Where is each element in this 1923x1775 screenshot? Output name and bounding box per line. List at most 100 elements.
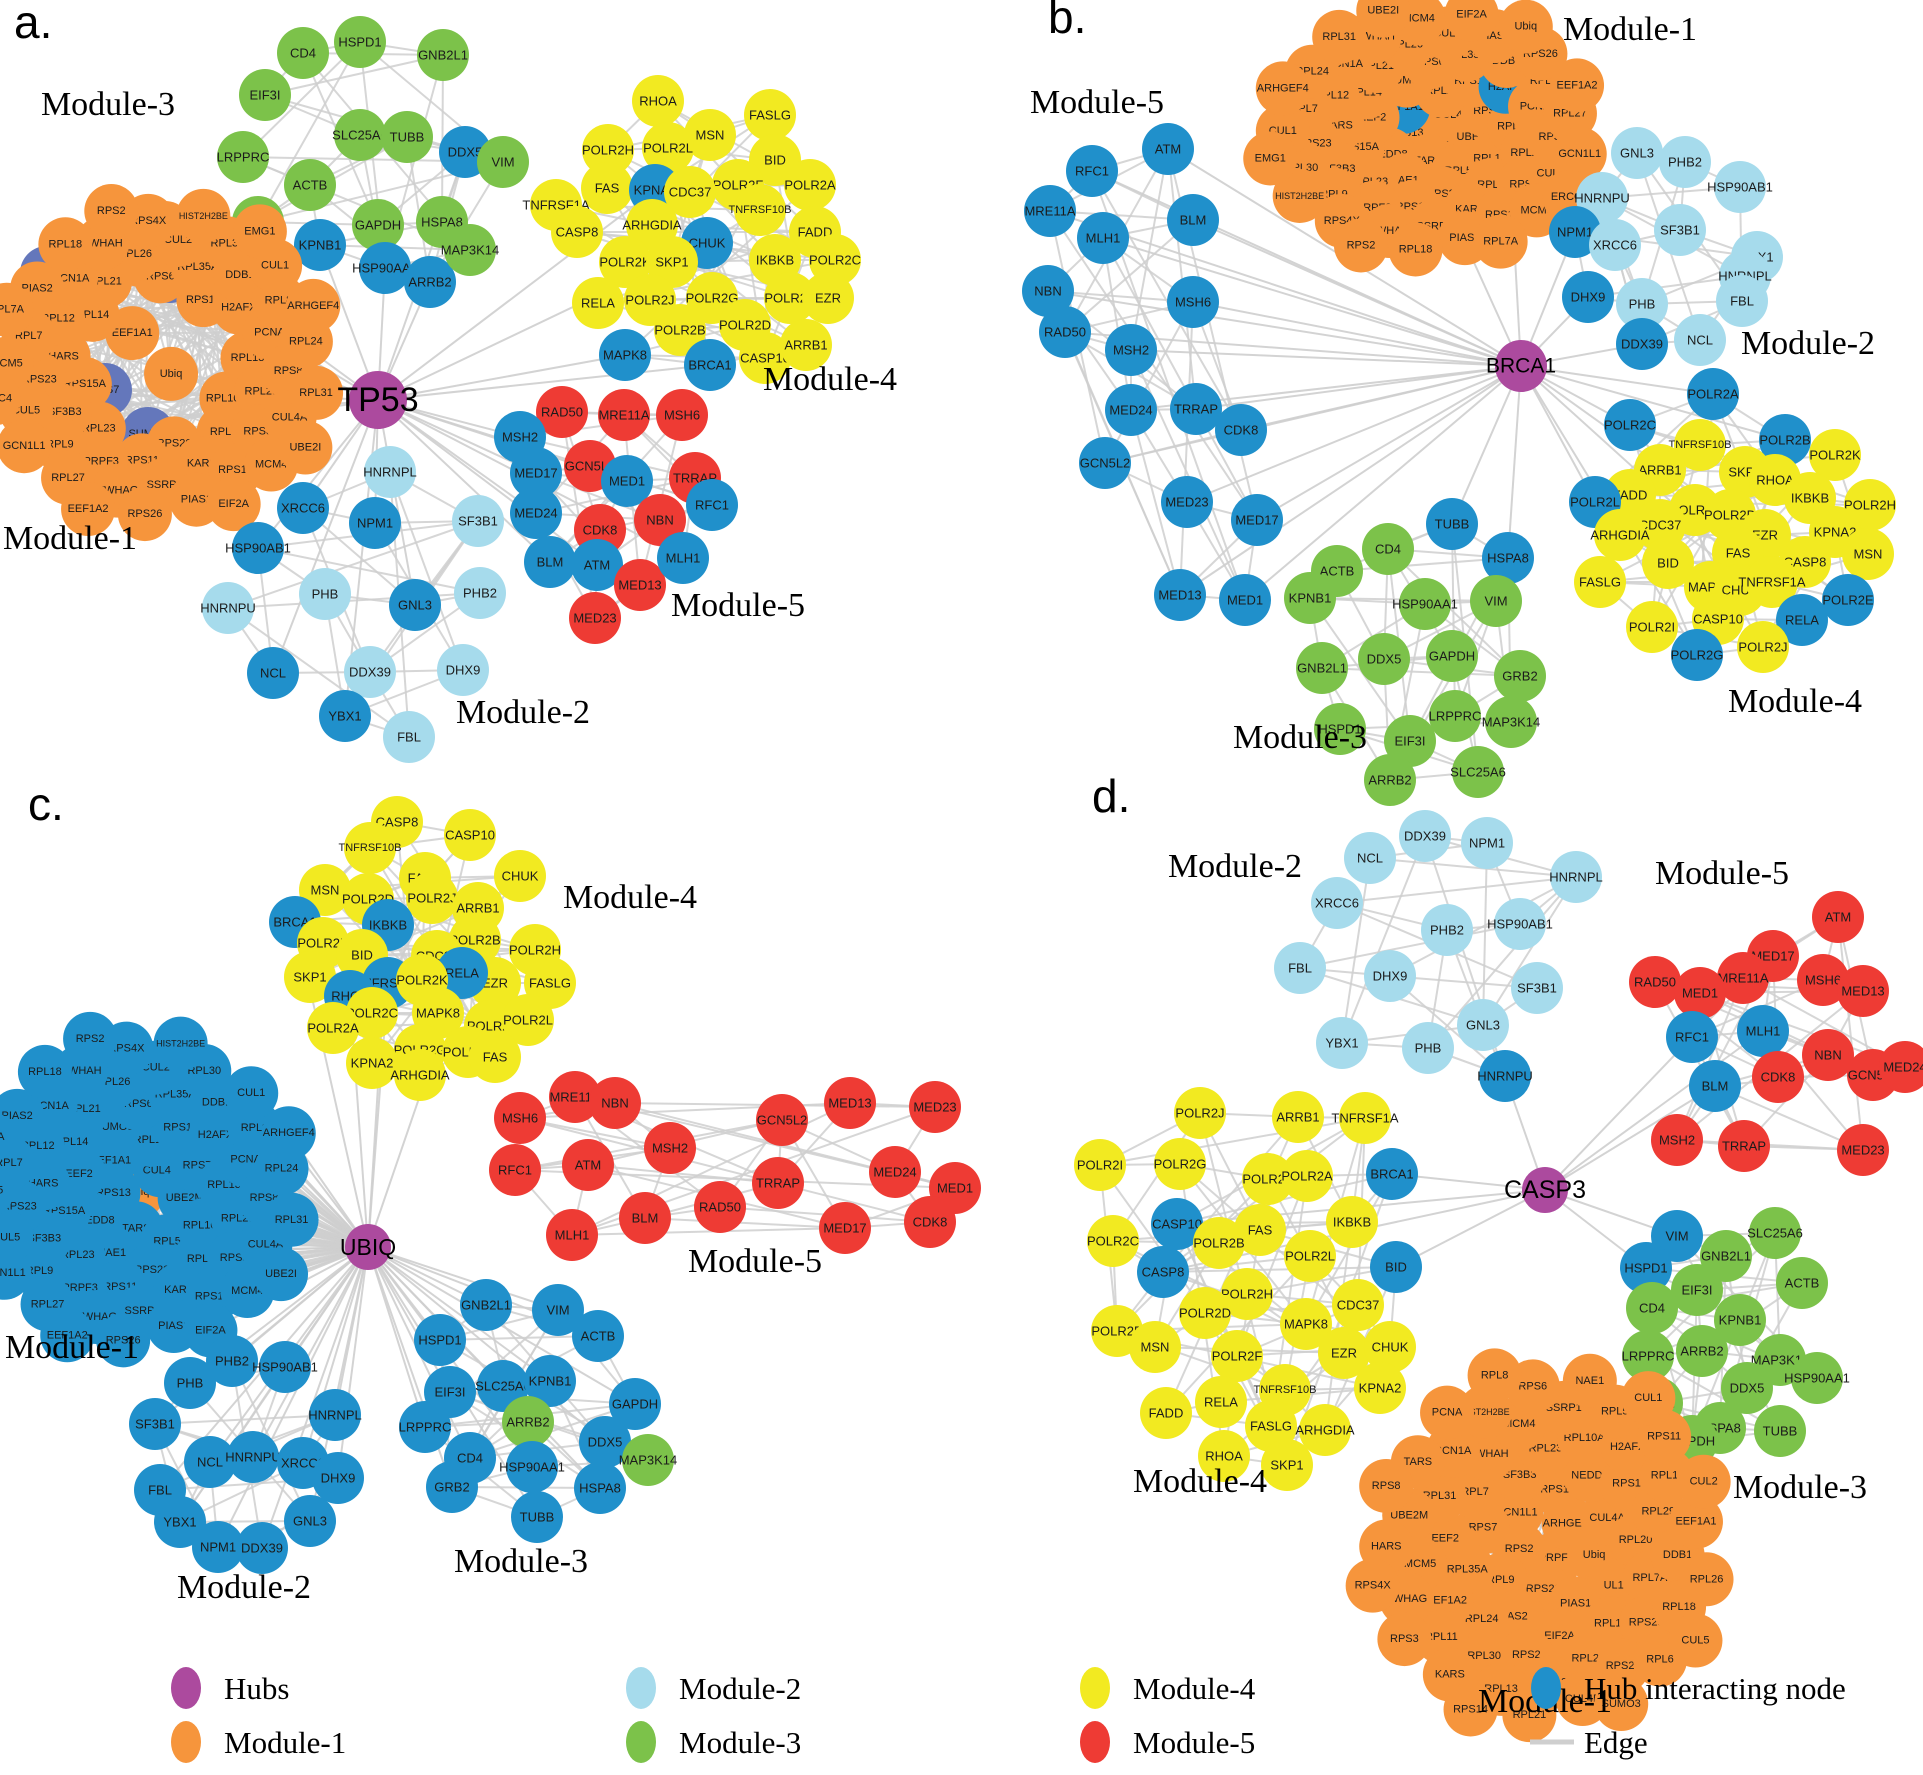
gene-label: MLH1 [666, 551, 701, 566]
gene-label: ARRB1 [1638, 463, 1681, 478]
gene-node: TUBB [381, 111, 433, 163]
module-label: Module-2 [456, 694, 590, 731]
gene-label: CUL1 [261, 260, 289, 272]
gene-label: CUL5 [12, 405, 40, 417]
gene-label: CUL2 [142, 1062, 170, 1074]
panel-letter-d: d. [1092, 770, 1130, 822]
gene-node: MLH1 [546, 1209, 598, 1261]
gene-node: MED24 [1105, 384, 1157, 436]
gene-label: GNL3 [1620, 146, 1654, 161]
gene-label: RPS4X [1355, 1580, 1392, 1592]
gene-label: H2AFX [198, 1129, 234, 1141]
gene-node: RHOA [1198, 1430, 1250, 1482]
gene-node: RPS14 [1443, 1682, 1498, 1737]
gene-label: RPL18 [49, 238, 83, 250]
gene-label: RPS2 [97, 205, 126, 217]
legend-label: Module-1 [224, 1725, 346, 1760]
gene-label: ARRB1 [456, 901, 499, 916]
module-label: Module-4 [763, 361, 897, 398]
gene-node: NBN [1022, 265, 1074, 317]
gene-label: POLR2I [1629, 620, 1675, 635]
gene-label: Ubiq [1583, 1549, 1606, 1561]
gene-label: RPL29 [1641, 1506, 1675, 1518]
gene-label: XRCC6 [1315, 896, 1359, 911]
legend-swatch [626, 1721, 656, 1763]
gene-label: FAS [595, 181, 620, 196]
gene-node: TNFRSF1A [1331, 1092, 1399, 1144]
gene-label: BLM [632, 1211, 659, 1226]
gene-node: FADD [1140, 1387, 1192, 1439]
gene-label: SF3B1 [458, 514, 498, 529]
gene-label: EZR [815, 291, 841, 306]
module-label: Module-3 [41, 86, 175, 123]
module-label: Module-1 [5, 1329, 139, 1366]
gene-node: POLR2A [784, 159, 836, 211]
gene-label: H2AFX [221, 302, 257, 314]
gene-node: RELA [572, 277, 624, 329]
gene-node: Ubiq [144, 346, 199, 401]
gene-label: MED23 [573, 611, 616, 626]
gene-label: RPL14 [1594, 1617, 1628, 1629]
gene-label: ATM [575, 1158, 601, 1173]
gene-label: RFC1 [498, 1163, 532, 1178]
gene-label: EIF3I [1394, 734, 1425, 749]
gene-label: EZR [482, 976, 508, 991]
gene-label: FBL [148, 1483, 172, 1498]
gene-label: GNL3 [293, 1514, 327, 1529]
gene-label: HSPD1 [1624, 1261, 1667, 1276]
gene-label: TRRAP [756, 1176, 800, 1191]
gene-label: PCNA [230, 1154, 261, 1166]
gene-label: HNRNPU [1574, 191, 1630, 206]
gene-node: NCL [184, 1436, 236, 1488]
gene-node: GCN5L2 [1079, 437, 1131, 489]
gene-node: UBE2I [254, 1247, 309, 1302]
gene-label: SF3B1 [1660, 223, 1700, 238]
gene-node: MED17 [510, 447, 562, 499]
gene-node: MED13 [1154, 569, 1206, 621]
gene-node: ATM [1142, 123, 1194, 175]
gene-label: POLR2L [1285, 1249, 1335, 1264]
gene-label: MCM5 [0, 358, 23, 370]
gene-node: PCNA [1420, 1385, 1475, 1440]
gene-node: SUMO3 [1594, 1677, 1649, 1732]
gene-label: RPS2 [1512, 1649, 1541, 1661]
gene-label: Ubiq [1514, 21, 1537, 33]
gene-node: DHX9 [1562, 271, 1614, 323]
gene-label: CHUK [689, 236, 726, 251]
gene-label: IKBKB [1333, 1215, 1371, 1230]
gene-node: RAD50 [1039, 306, 1091, 358]
gene-node: VIM [477, 136, 529, 188]
node-layer: RFC1 ATM MRE11A BLM MLH1 NBN MSH6 RAD50 MSH2 MED2… [1022, 0, 1896, 806]
gene-node: POLR2L [1284, 1230, 1336, 1282]
gene-label: XRCC6 [281, 501, 325, 516]
gene-label: CASP8 [1142, 1265, 1185, 1280]
gene-label: MLH1 [1746, 1024, 1781, 1039]
gene-node: NCL [247, 647, 299, 699]
gene-label: CASP10 [740, 351, 790, 366]
gene-node: FBL [1716, 275, 1768, 327]
gene-label: MSH6 [1805, 973, 1841, 988]
gene-label: KPNB1 [1719, 1313, 1762, 1328]
gene-node: PHB2 [454, 567, 506, 619]
gene-node: EMG1 [232, 204, 287, 259]
gene-node: ARRB2 [1676, 1325, 1728, 1377]
gene-node: POLR2L [502, 994, 554, 1046]
gene-label: RPS14 [1453, 1703, 1488, 1715]
gene-node: DDX39 [236, 1522, 288, 1574]
module-label: Module-4 [1728, 683, 1862, 720]
gene-node: EIF3I [1384, 715, 1436, 767]
gene-label: RPS8 [274, 365, 303, 377]
gene-label: RPL9 [26, 1265, 54, 1277]
gene-node: MSH2 [1105, 324, 1157, 376]
gene-label: NAE1 [1575, 1375, 1604, 1387]
gene-label: RPL23 [1529, 1443, 1563, 1455]
gene-node: FBL [383, 711, 435, 763]
gene-label: FAS [1726, 546, 1751, 561]
gene-label: SKP1 [655, 255, 688, 270]
hub-label: BRCA1 [1486, 355, 1556, 378]
gene-label: TUBB [1763, 1424, 1798, 1439]
gene-label: MED23 [913, 1100, 956, 1115]
gene-label: MED17 [1751, 949, 1794, 964]
gene-label: POLR2D [1704, 508, 1756, 523]
gene-node: MLH1 [657, 532, 709, 584]
